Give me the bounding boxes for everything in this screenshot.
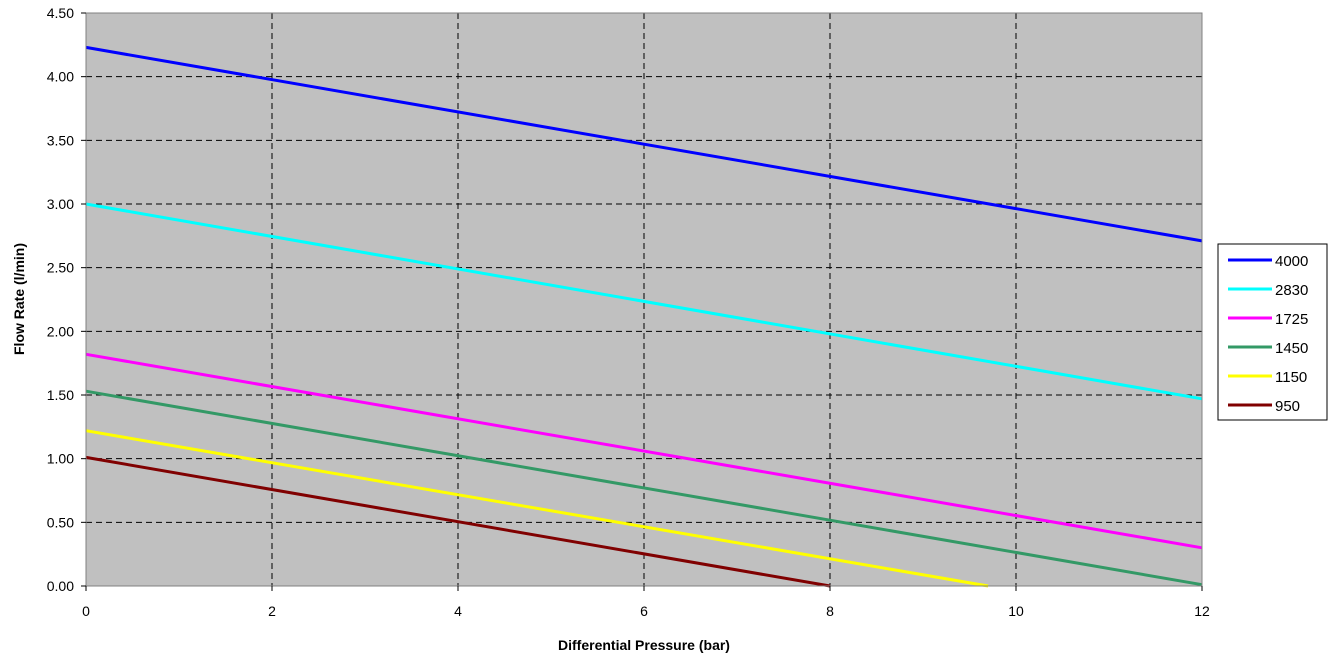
series-line-2830 (85, 202, 1203, 401)
legend-label-2830: 2830 (1275, 282, 1308, 299)
legend-label-950: 950 (1275, 398, 1300, 415)
series-line-1450 (85, 389, 1203, 587)
x-tick-label: 2 (268, 603, 276, 619)
x-tick-label: 12 (1194, 603, 1210, 619)
x-tick-label: 4 (454, 603, 462, 619)
legend-box (1217, 243, 1328, 421)
series-line-1150 (85, 429, 989, 588)
y-tick-label: 4.50 (47, 5, 74, 21)
y-tick-label: 4.00 (47, 69, 74, 85)
y-tick-label: 0.00 (47, 578, 74, 594)
y-tick-label: 1.00 (47, 451, 74, 467)
y-axis-ticks: 0.00 0.50 1.00 1.50 2.00 2.50 3.00 3.50 4.00 4.50 (47, 5, 86, 594)
x-tick-label: 0 (82, 603, 90, 619)
x-axis-title: Differential Pressure (bar) (558, 637, 730, 653)
legend-label-1725: 1725 (1275, 311, 1308, 328)
y-axis-title: Flow Rate (l/min) (11, 243, 27, 355)
series-lines (85, 45, 1203, 588)
legend: 4000 2830 1725 1450 1150 950 (1217, 243, 1328, 421)
legend-label-4000: 4000 (1275, 253, 1308, 270)
x-tick-label: 6 (640, 603, 648, 619)
legend-label-1150: 1150 (1275, 369, 1307, 386)
grid (86, 13, 1202, 586)
series-line-1725 (85, 352, 1203, 550)
y-tick-label: 0.50 (47, 514, 74, 530)
y-tick-label: 3.50 (47, 132, 74, 148)
y-tick-label: 3.00 (47, 196, 74, 212)
x-tick-label: 8 (826, 603, 834, 619)
series-line-4000 (85, 45, 1203, 243)
y-tick-label: 2.00 (47, 323, 74, 339)
x-axis-ticks: 0 2 4 6 8 10 12 (82, 586, 1210, 619)
x-tick-label: 10 (1008, 603, 1024, 619)
y-tick-label: 1.50 (47, 387, 74, 403)
y-tick-label: 2.50 (47, 260, 74, 276)
legend-label-1450: 1450 (1275, 340, 1308, 357)
series-line-950 (85, 455, 831, 588)
